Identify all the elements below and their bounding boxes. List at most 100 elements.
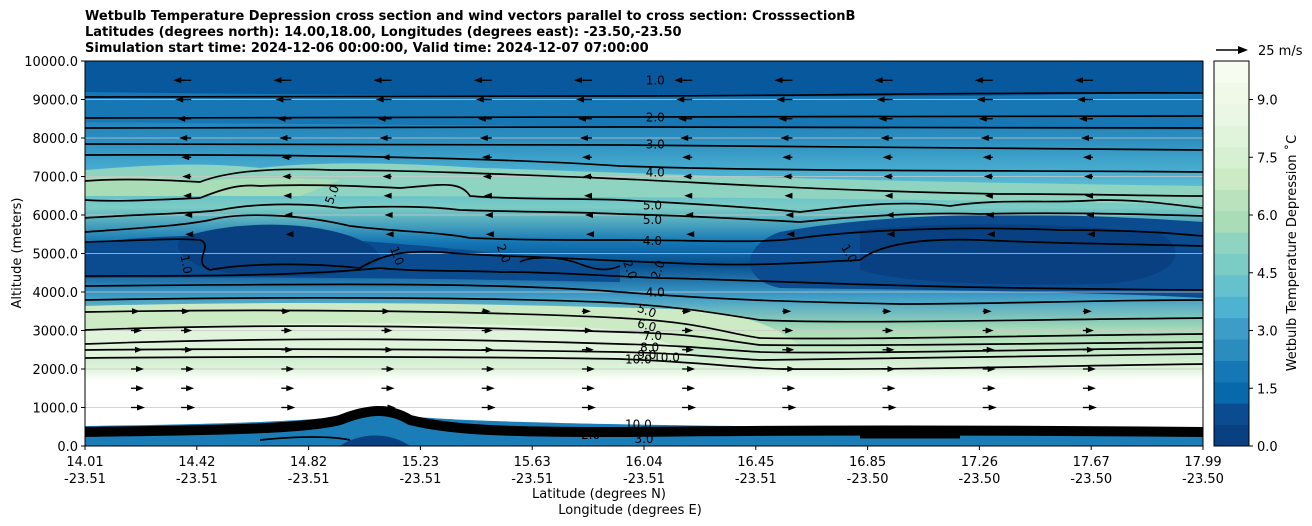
quiver-key-label: 25 m/s (1258, 44, 1303, 59)
wind-vector (173, 77, 192, 84)
colorbar-segment (1214, 210, 1249, 233)
title-line-3: Simulation start time: 2024-12-06 00:00:… (85, 41, 649, 56)
x-tick-label-lon: -23.51 (623, 472, 665, 487)
wind-vector (876, 96, 893, 103)
contour-line-4c (84, 283, 1204, 305)
wind-vector (485, 231, 494, 238)
x-tick-label-lon: -23.51 (511, 472, 553, 487)
wind-vector (131, 385, 144, 392)
wind-vector (475, 96, 492, 103)
contour-label: 5.0 (635, 301, 658, 321)
wind-vector (1083, 154, 1093, 161)
field-region-dry-west-core (178, 224, 380, 276)
wind-vector (1077, 96, 1093, 103)
x-tick-label-lat: 17.67 (1073, 455, 1110, 470)
wind-vector (580, 135, 592, 141)
y-tick-label: 6000.0 (33, 209, 79, 224)
wind-vector (131, 366, 144, 372)
wind-vector (880, 135, 893, 141)
x-tick-label-lat: 17.99 (1184, 455, 1221, 470)
wind-vector (882, 308, 892, 315)
contour-line-1 (84, 91, 1204, 98)
colorbar-segment (1214, 253, 1249, 276)
x-tick-label-lat: 15.23 (402, 455, 439, 470)
wind-vector (882, 385, 896, 392)
contour-line-surface-b (259, 436, 351, 441)
colorbar-tick-label: 3.0 (1257, 325, 1278, 340)
wind-vector (581, 404, 596, 411)
title-line-1: Wetbulb Temperature Depression cross sec… (85, 9, 856, 24)
wind-vector (674, 77, 693, 84)
wind-vector (574, 77, 592, 84)
colorbar-segment (1214, 146, 1249, 169)
wind-vector (782, 346, 795, 353)
quiver-key-arrow (1216, 46, 1248, 54)
y-tick-label: 8000.0 (33, 132, 79, 147)
wind-vector (383, 192, 392, 199)
wind-vector (682, 327, 694, 334)
wind-vector (783, 173, 793, 180)
colorbar-segment (1214, 125, 1249, 148)
wind-vector (373, 77, 392, 84)
wind-vector (481, 385, 495, 392)
wind-vector (676, 96, 693, 103)
wind-vector (982, 308, 992, 315)
contour-label: 7.0 (643, 329, 662, 343)
contour-label: 2.0 (646, 111, 665, 125)
y-tick-label: 0.0 (57, 440, 78, 455)
x-tick-label-lat: 14.42 (178, 455, 215, 470)
wind-vector (682, 154, 693, 161)
x-axis-label-latitude: Latitude (degrees N) (532, 487, 666, 502)
colorbar-segment (1214, 403, 1249, 426)
wind-vector (684, 192, 693, 199)
wind-vector (886, 231, 895, 238)
x-tick-label-lon: -23.50 (1070, 472, 1112, 487)
colorbar-segment (1214, 360, 1249, 383)
wind-vectors (131, 77, 1097, 411)
x-axis-label-longitude: Longitude (degrees E) (558, 503, 702, 518)
colorbar-segment (1214, 339, 1249, 361)
wind-vector (682, 404, 697, 411)
field-region-moist-layer (85, 163, 1203, 205)
colorbar-tick-label: 7.5 (1257, 151, 1278, 166)
wind-vector (482, 173, 492, 180)
x-tick-label-lon: -23.51 (64, 472, 106, 487)
wind-vector (782, 385, 796, 392)
wind-vector (680, 135, 693, 141)
wind-vector (986, 231, 995, 238)
wind-vector (983, 173, 993, 180)
wind-vector (682, 366, 696, 372)
contour-label: 2.0 (581, 428, 600, 442)
wind-vector (882, 327, 894, 334)
contour-line-5b (84, 183, 1204, 213)
wind-vector (183, 192, 192, 199)
wind-vector (982, 385, 996, 392)
y-tick-label: 9000.0 (33, 94, 79, 109)
contour-line-6 (84, 309, 1204, 340)
contour-label: 2.0 (494, 242, 514, 265)
wind-vector (375, 96, 392, 103)
wind-vector (175, 96, 192, 103)
colorbar-segment (1214, 274, 1249, 297)
contour-label: 10.0 (653, 350, 680, 364)
y-tick-label: 5000.0 (33, 248, 79, 263)
wind-vector (786, 231, 795, 238)
x-tick-label-lat: 14.01 (66, 455, 103, 470)
colorbar-segment (1214, 189, 1249, 212)
wind-vector (980, 135, 993, 141)
x-tick-label-lat: 16.45 (737, 455, 774, 470)
contour-line-2d (519, 256, 621, 271)
wind-vector (384, 212, 393, 218)
wind-vector (782, 308, 792, 315)
chart-title: Wetbulb Temperature Depression cross sec… (85, 9, 855, 57)
contour-label: 1.0 (387, 244, 407, 267)
wind-vector (381, 385, 395, 392)
x-tick-label-lat: 16.85 (849, 455, 886, 470)
wind-vector (883, 173, 893, 180)
wind-vector (382, 173, 392, 180)
colorbar-segment (1214, 103, 1249, 126)
wind-vector (882, 154, 893, 161)
y-tick-label: 1000.0 (33, 402, 79, 417)
axes: 0.0 1000.0 2000.0 3000.0 4000.0 5000.0 6000.0 7… (24, 55, 1224, 487)
